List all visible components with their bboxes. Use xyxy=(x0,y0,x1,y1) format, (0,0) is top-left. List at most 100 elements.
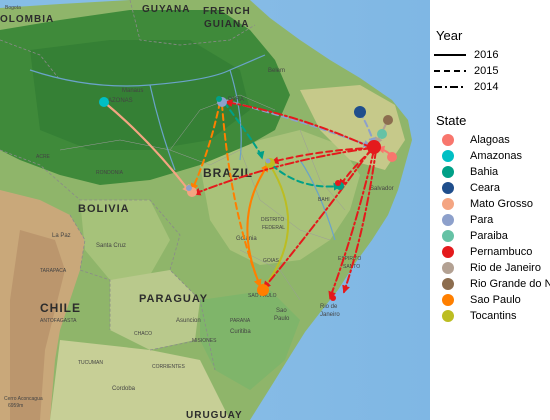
flow-arrows xyxy=(102,99,393,300)
legend-year-label: 2014 xyxy=(474,81,499,93)
marker-paraiba xyxy=(377,129,387,139)
label-sao-paulo-city-2: Paulo xyxy=(274,316,290,322)
label-amazonas: AZONAS xyxy=(108,98,133,104)
flow-para-matogrosso xyxy=(190,101,221,192)
label-distrito-1: DISTRITO xyxy=(261,217,284,223)
legend-state-title: State xyxy=(436,113,467,128)
legend-state-label: Mato Grosso xyxy=(470,198,533,210)
circle-icon xyxy=(442,230,454,242)
marker-sao-paulo xyxy=(257,284,269,296)
label-rio-2: Janeiro xyxy=(320,312,340,318)
circle-icon xyxy=(442,310,454,322)
legend-state-list: Alagoas Amazonas Bahia Ceara Mato Grosso Para… xyxy=(432,132,550,324)
circle-icon xyxy=(442,150,454,162)
line-dotdash-icon xyxy=(434,86,466,88)
label-cerro-1: Cerro Aconcagua xyxy=(4,396,43,402)
label-espirito-1: ESPIRITO xyxy=(338,256,361,262)
marker-mato-grosso-2 xyxy=(186,185,192,191)
label-goias: GOIAS xyxy=(263,258,280,264)
legend: Year 2016 2015 2014 State Alagoas Amazona… xyxy=(432,28,550,324)
legend-state-label: Bahia xyxy=(470,166,499,178)
label-distrito-2: FEDERAL xyxy=(262,225,285,231)
legend-state-item: Bahia xyxy=(432,164,550,180)
place-labels: OLOMBIA Bogota GUYANA FRENCH GUIANA Mana… xyxy=(0,4,394,420)
line-solid-icon xyxy=(434,54,466,56)
label-curitiba: Curitiba xyxy=(230,329,251,335)
marker-ceara xyxy=(354,106,366,118)
map-panel[interactable]: OLOMBIA Bogota GUYANA FRENCH GUIANA Mana… xyxy=(0,0,430,420)
country-borders xyxy=(0,0,256,371)
legend-year-title: Year xyxy=(436,28,463,43)
flow-para-saopaulo xyxy=(221,103,262,288)
cerrado xyxy=(200,130,360,265)
label-uruguay: URUGUAY xyxy=(186,410,243,420)
label-tucuman: TUCUMAN xyxy=(78,360,103,366)
line-dashed-icon xyxy=(434,70,466,72)
legend-state-label: Alagoas xyxy=(470,134,510,146)
flow-tocantins-bahia xyxy=(271,164,342,191)
label-french-guiana-1: FRENCH xyxy=(203,6,251,17)
label-rio-1: Rio de xyxy=(320,304,338,310)
legend-state-item: Mato Grosso xyxy=(432,196,550,212)
legend-year-label: 2016 xyxy=(474,49,499,61)
label-chile: CHILE xyxy=(40,301,81,315)
label-cerro-2: 6959m xyxy=(8,403,23,409)
legend-state-item: Rio Grande do Norte xyxy=(432,276,550,292)
label-corrientes: CORRIENTES xyxy=(152,364,185,370)
label-sao-paulo-city-1: Sao xyxy=(276,308,287,314)
flow-pernambuco-tocantins xyxy=(270,147,373,165)
marker-rgn xyxy=(383,115,393,125)
map-svg: OLOMBIA Bogota GUYANA FRENCH GUIANA Mana… xyxy=(0,0,430,420)
label-colombia: OLOMBIA xyxy=(0,14,54,25)
label-goiania: Goiania xyxy=(236,236,257,242)
marker-bahia-2 xyxy=(335,180,341,186)
legend-state-item: Pernambuco xyxy=(432,244,550,260)
label-cordoba: Cordoba xyxy=(112,386,136,392)
flow-para-bahia xyxy=(223,101,265,160)
label-bolivia: BOLIVIA xyxy=(78,203,130,215)
circle-icon xyxy=(442,246,454,258)
circle-icon xyxy=(442,182,454,194)
marker-amazonas xyxy=(99,97,109,107)
flow-pernambuco-rio xyxy=(328,149,375,300)
circle-icon xyxy=(442,262,454,274)
flow-amazonas-matogrosso xyxy=(102,100,192,194)
legend-state-item: Amazonas xyxy=(432,148,550,164)
legend-state-label: Pernambuco xyxy=(470,246,533,258)
label-acre: ACRE xyxy=(36,154,51,160)
circle-icon xyxy=(442,278,454,290)
legend-year-2014: 2014 xyxy=(432,79,550,95)
legend-year-label: 2015 xyxy=(474,65,499,77)
state-markers xyxy=(99,96,397,301)
label-bahia: BAHI xyxy=(318,197,330,203)
legend-year-2016: 2016 xyxy=(432,47,550,63)
marker-para-2 xyxy=(216,96,222,102)
label-bogota: Bogota xyxy=(5,5,21,11)
label-paraguay: PARAGUAY xyxy=(139,293,208,305)
label-brazil: BRAZIL xyxy=(203,166,253,180)
legend-state-item: Sao Paulo xyxy=(432,292,550,308)
legend-state-label: Tocantins xyxy=(470,310,517,322)
label-parana: PARANA xyxy=(230,318,251,324)
legend-year-2015: 2015 xyxy=(432,63,550,79)
circle-icon xyxy=(442,166,454,178)
circle-icon xyxy=(442,198,454,210)
label-french-guiana-2: GUIANA xyxy=(204,19,249,30)
label-manaus: Manaus xyxy=(122,88,143,94)
circle-icon xyxy=(442,214,454,226)
legend-state-label: Sao Paulo xyxy=(470,294,521,306)
legend-state-item: Alagoas xyxy=(432,132,550,148)
legend-state-label: Amazonas xyxy=(470,150,522,162)
marker-pernambuco xyxy=(367,140,381,154)
marker-alagoas xyxy=(387,152,397,162)
label-guyana: GUYANA xyxy=(142,4,190,15)
legend-state-label: Rio Grande do Norte xyxy=(470,278,550,290)
label-salvador: Salvador xyxy=(370,186,394,192)
marker-tocantins-2 xyxy=(265,158,271,164)
label-rondonia: RONDONIA xyxy=(96,170,124,176)
legend-state-item: Ceara xyxy=(432,180,550,196)
flow-pernambuco-para xyxy=(224,99,373,149)
label-para: PARA xyxy=(228,97,244,103)
label-la-paz: La Paz xyxy=(52,233,71,239)
flow-pernambuco-rio-2 xyxy=(342,149,377,294)
